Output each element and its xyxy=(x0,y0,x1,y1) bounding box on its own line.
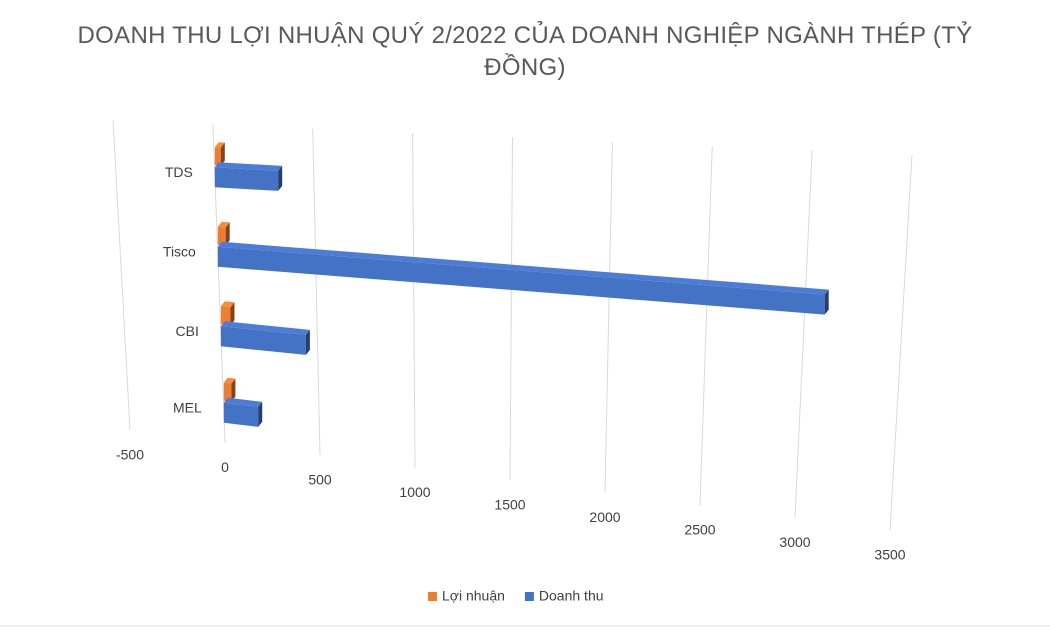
bar xyxy=(223,382,232,402)
bar-end xyxy=(278,165,283,191)
x-tick-label: 0 xyxy=(221,459,229,475)
y-tick-label: CBI xyxy=(176,323,199,339)
bar-top xyxy=(217,221,230,228)
x-tick-label: 2000 xyxy=(589,509,620,525)
y-tick-label: Tisco xyxy=(163,244,196,260)
chart-title: DOANH THU LỢI NHUẬN QUÝ 2/2022 CỦA DOANH… xyxy=(77,22,973,81)
bar-top xyxy=(214,162,283,171)
grid-line xyxy=(699,146,713,506)
bar-end xyxy=(225,222,230,246)
bar-end xyxy=(824,289,829,315)
bar xyxy=(223,402,259,427)
bar-top xyxy=(220,321,310,335)
grid-line xyxy=(604,141,613,493)
legend-label: Doanh thu xyxy=(539,588,604,604)
bar-top xyxy=(223,377,236,384)
legend-swatch xyxy=(524,592,534,601)
bar xyxy=(220,326,306,355)
bar-end xyxy=(305,329,310,355)
bar-top xyxy=(214,142,225,148)
bar-end xyxy=(258,401,263,427)
y-tick-label: TDS xyxy=(165,164,193,180)
bar-end xyxy=(220,142,225,166)
grid-line xyxy=(794,150,813,518)
bar xyxy=(217,226,226,246)
bar-top xyxy=(223,397,263,407)
grid-line xyxy=(509,137,513,481)
x-tick-label: 2500 xyxy=(684,522,715,538)
bar-top xyxy=(220,301,235,308)
bar-end xyxy=(230,302,235,326)
x-tick-label: 500 xyxy=(308,472,332,488)
y-tick-label: MEL xyxy=(173,399,202,415)
grid-line xyxy=(889,154,913,531)
x-tick-label: 3500 xyxy=(874,547,905,563)
legend-swatch xyxy=(428,592,437,601)
x-tick-label: -500 xyxy=(116,447,144,463)
legend-label: Lợi nhuận xyxy=(442,588,505,604)
bar-top xyxy=(217,241,829,295)
grid-line xyxy=(112,119,131,431)
x-tick-label: 1000 xyxy=(399,484,430,500)
bar xyxy=(214,147,221,166)
bar-end xyxy=(231,378,236,402)
bar xyxy=(220,306,231,326)
x-tick-label: 3000 xyxy=(779,534,810,550)
grid-line xyxy=(312,128,321,456)
bar xyxy=(214,167,279,191)
grid-line xyxy=(412,133,416,468)
x-tick-label: 1500 xyxy=(494,497,525,513)
bar xyxy=(217,246,825,315)
